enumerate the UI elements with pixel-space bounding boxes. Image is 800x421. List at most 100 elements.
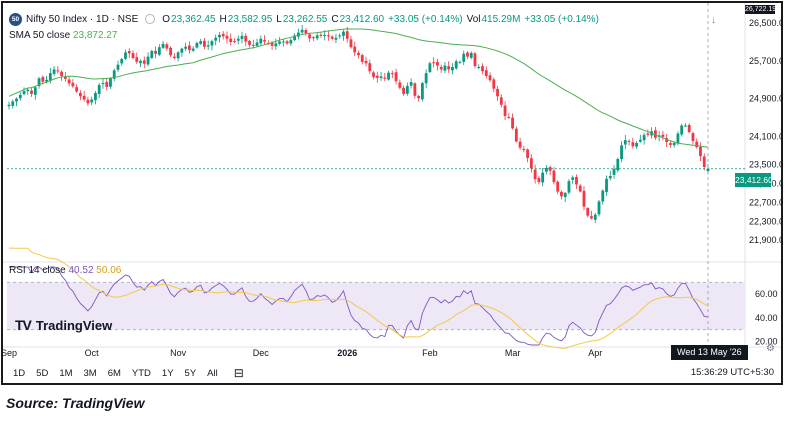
nifty-logo-icon: 50 — [9, 12, 22, 26]
candle-body — [612, 168, 616, 175]
price-tick-label: 24,900.00 — [749, 94, 781, 104]
candle-body — [552, 170, 556, 183]
price-tick-label: 22,300.00 — [749, 216, 781, 226]
candle-body — [195, 42, 199, 48]
candle-body — [545, 167, 548, 172]
candle-body — [22, 91, 26, 95]
candle-body — [71, 82, 75, 87]
candle-body — [706, 168, 710, 172]
candle-body — [75, 87, 79, 92]
candle-body — [699, 146, 702, 157]
candle-body — [274, 43, 278, 47]
timeframe-6m[interactable]: 6M — [107, 367, 121, 379]
down-arrow-icon[interactable]: ↓ — [711, 15, 716, 26]
candle-body — [214, 37, 218, 41]
candle-body — [312, 37, 315, 39]
rsi-tick-label: 60.00 — [755, 289, 778, 299]
candle-body — [353, 46, 357, 53]
time-tick-label: 2026 — [337, 348, 357, 358]
candle-body — [582, 190, 586, 207]
candle-body — [146, 56, 150, 65]
rsi-band — [7, 282, 745, 330]
settings-gear-icon[interactable]: ⚙ — [766, 343, 775, 354]
candle-body — [496, 88, 499, 97]
candle-body — [623, 140, 627, 145]
candle-body — [127, 51, 131, 54]
low-key: L — [276, 13, 282, 25]
timeframe-all[interactable]: All — [207, 367, 218, 379]
candle-body — [522, 149, 526, 151]
rsi-ma-line — [9, 247, 709, 349]
price-tick-label: 25,700.00 — [749, 56, 781, 66]
candle-body — [112, 70, 116, 79]
candle-body — [691, 133, 695, 142]
candle-body — [680, 125, 684, 135]
time-tick-label: Mar — [505, 348, 521, 358]
timeframe-5y[interactable]: 5Y — [184, 367, 197, 379]
candle-body — [240, 35, 244, 40]
candle-body — [447, 66, 451, 70]
price-tick-label: 22,700.00 — [749, 197, 781, 207]
candle-body — [439, 66, 443, 70]
high-key: H — [219, 13, 227, 25]
candle-body — [601, 190, 605, 202]
visibility-eye-icon[interactable] — [145, 14, 156, 24]
rsi-ma-value: 50.06 — [96, 265, 122, 276]
candle-body — [631, 142, 635, 147]
candle-body — [424, 73, 428, 84]
candle-body — [398, 82, 402, 88]
timeframe-1y[interactable]: 1Y — [161, 367, 174, 379]
candle-body — [390, 73, 394, 75]
candle-body — [375, 75, 379, 78]
candle-body — [180, 48, 184, 53]
last-price-badge: 23,412.60 — [735, 173, 773, 187]
source-caption: Source: TradingView — [6, 395, 145, 411]
candle-body — [646, 133, 650, 135]
candle-body — [45, 79, 48, 82]
candle-body — [702, 156, 706, 168]
candle-body — [409, 82, 413, 86]
chart-frame: 26,500.00 25,700.00 24,900.00 24,100.00 23,5… — [1, 1, 783, 385]
timeframe-ytd[interactable]: YTD — [131, 367, 151, 379]
candle-body — [360, 55, 364, 62]
candle-body — [684, 125, 687, 127]
symbol-title[interactable]: Nifty 50 Index · 1D · NSE — [26, 13, 139, 25]
candle-body — [259, 38, 263, 44]
candle-body — [82, 95, 86, 100]
candle-body — [296, 32, 300, 37]
sma-legend[interactable]: SMA 50 close 23,872.27 — [9, 30, 117, 41]
candle-body — [199, 41, 203, 44]
candle-body — [300, 29, 304, 33]
candle-body — [255, 42, 259, 46]
clock[interactable]: 15:36:29 UTC+5:30 — [690, 367, 774, 378]
chart-canvas[interactable]: 26,500.00 25,700.00 24,900.00 24,100.00 23,5… — [3, 3, 781, 383]
candle-body — [597, 201, 601, 215]
date-range-icon[interactable]: ⊟ — [233, 366, 244, 380]
candle-body — [488, 75, 492, 81]
candle-body — [203, 40, 206, 47]
candle-body — [131, 53, 135, 59]
candle-body — [86, 99, 90, 104]
candle-body — [150, 50, 154, 58]
timeframe-5d[interactable]: 5D — [36, 367, 49, 379]
rsi-tick-label: 40.00 — [755, 313, 778, 323]
timeframe-1d[interactable]: 1D — [13, 367, 26, 379]
timeframe-3m[interactable]: 3M — [83, 367, 97, 379]
candle-body — [161, 43, 165, 48]
candle-body — [620, 145, 623, 159]
candle-body — [248, 40, 251, 45]
candle-body — [323, 34, 327, 36]
rsi-legend[interactable]: RSI 14 close 40.52 50.06 — [9, 265, 121, 276]
time-tick-label: Dec — [253, 348, 270, 358]
tradingview-watermark: TV TradingView — [15, 317, 112, 333]
candle-body — [533, 169, 537, 180]
candle-body — [563, 192, 567, 198]
time-tick-label: Nov — [170, 348, 187, 358]
candle-body — [578, 185, 582, 192]
candle-body — [394, 72, 398, 82]
timeframe-1m[interactable]: 1M — [59, 367, 73, 379]
candle-body — [172, 56, 176, 59]
candle-body — [63, 76, 67, 79]
candle-body — [511, 117, 514, 129]
time-tick-label: Feb — [422, 348, 438, 358]
